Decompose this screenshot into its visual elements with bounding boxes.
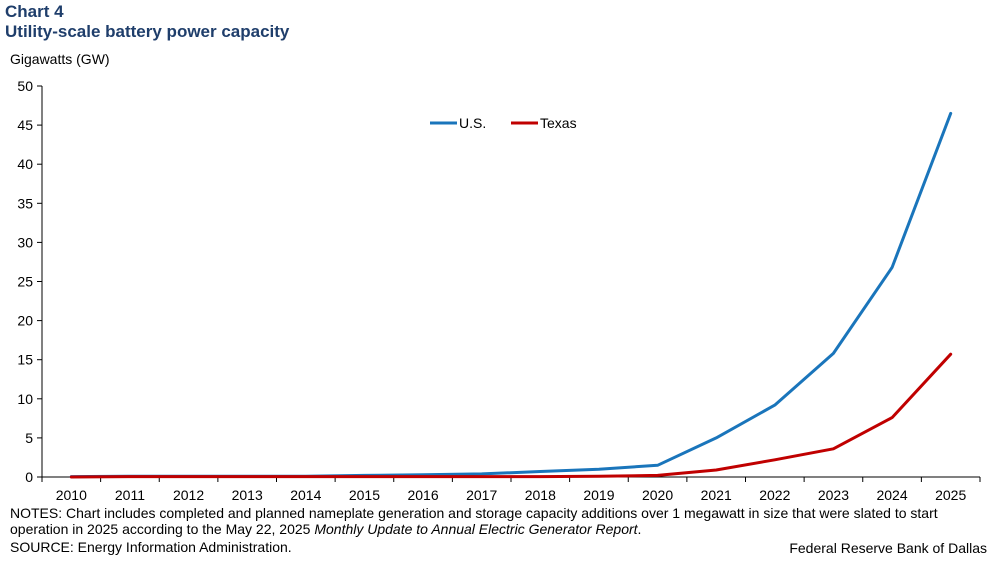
x-tick-label: 2010: [56, 487, 87, 503]
y-tick-label: 10: [17, 391, 33, 407]
y-tick-label: 15: [17, 352, 33, 368]
x-tick-label: 2017: [466, 487, 497, 503]
y-tick-label: 0: [25, 469, 33, 485]
x-tick-label: 2012: [173, 487, 204, 503]
y-axis-label: Gigawatts (GW): [10, 51, 110, 67]
y-tick-label: 50: [17, 78, 33, 94]
y-tick-label: 45: [17, 117, 33, 133]
legend: U.S. Texas: [430, 115, 577, 131]
y-tick-label: 20: [17, 313, 33, 329]
y-tick-label: 5: [25, 430, 33, 446]
x-tick-label: 2020: [642, 487, 673, 503]
notes-text: NOTES: Chart includes completed and plan…: [10, 505, 938, 537]
x-tick-label: 2014: [290, 487, 321, 503]
x-tick-label: 2024: [876, 487, 907, 503]
x-tick-label: 2013: [232, 487, 263, 503]
x-tick-label: 2019: [583, 487, 614, 503]
chart-title: Utility-scale battery power capacity: [5, 22, 290, 41]
texas-series-line: [69, 352, 953, 479]
notes-end: .: [637, 521, 642, 537]
x-tick-label: 2011: [115, 487, 145, 503]
x-tick-label: 2018: [525, 487, 556, 503]
x-tick-label: 2025: [935, 487, 966, 503]
y-tick-label: 35: [17, 195, 33, 211]
legend-texas-label: Texas: [540, 115, 577, 131]
y-tick-label: 25: [17, 274, 33, 290]
legend-us-label: U.S.: [459, 115, 486, 131]
source-note: SOURCE: Energy Information Administratio…: [10, 539, 292, 555]
us-series-line: [69, 111, 953, 479]
credit-line: Federal Reserve Bank of Dallas: [789, 540, 987, 556]
y-tick-label: 30: [17, 234, 33, 250]
x-tick-label: 2016: [407, 487, 438, 503]
notes-report-title: Monthly Update to Annual Electric Genera…: [314, 521, 638, 537]
x-tick-label: 2022: [759, 487, 790, 503]
x-tick-label: 2023: [818, 487, 849, 503]
chart-number: Chart 4: [5, 2, 64, 21]
series-lines: [69, 111, 953, 479]
y-tick-label: 40: [17, 156, 33, 172]
chart-notes: NOTES: Chart includes completed and plan…: [10, 505, 990, 537]
x-tick-label: 2015: [349, 487, 380, 503]
x-tick-label: 2021: [701, 487, 732, 503]
